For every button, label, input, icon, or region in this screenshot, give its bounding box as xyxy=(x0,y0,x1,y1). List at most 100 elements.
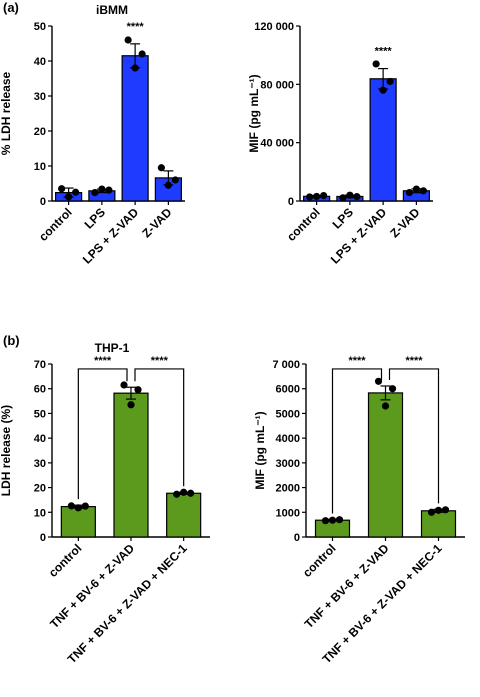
data-point xyxy=(386,77,394,86)
data-point xyxy=(306,193,314,201)
y-tick-label: 30 xyxy=(34,91,46,103)
data-point xyxy=(374,377,383,385)
y-tick-label: 30 xyxy=(34,458,46,470)
data-point xyxy=(74,504,82,512)
chart-title: iBMM xyxy=(96,3,128,17)
data-point xyxy=(173,490,181,498)
data-point xyxy=(321,517,330,525)
y-tick-label: 80 000 xyxy=(260,79,294,91)
data-point xyxy=(120,381,128,389)
data-point xyxy=(124,36,132,44)
data-point xyxy=(434,506,443,514)
data-point xyxy=(58,185,66,193)
y-axis-label: MIF (pg mL⁻¹) xyxy=(253,411,267,489)
y-tick-label: 60 xyxy=(34,384,46,396)
data-point xyxy=(381,402,390,410)
y-tick-label: 40 xyxy=(34,56,46,68)
y-tick-label: 6000 xyxy=(276,384,300,396)
data-point xyxy=(127,401,135,409)
x-tick-label: Z-VAD xyxy=(139,205,174,240)
data-point xyxy=(65,193,73,201)
x-tick-label: control xyxy=(300,541,339,580)
y-tick-label: 0 xyxy=(40,196,46,208)
y-tick-label: 50 xyxy=(34,21,46,33)
y-tick-label: 0 xyxy=(40,532,46,544)
panel-label-a: (a) xyxy=(3,0,19,15)
y-tick-label: 1000 xyxy=(276,507,300,519)
data-point xyxy=(187,489,195,497)
data-point xyxy=(105,186,113,194)
significance-label: **** xyxy=(127,21,145,33)
y-tick-label: 4000 xyxy=(276,433,300,445)
panel-label-b: (b) xyxy=(3,333,20,348)
bar xyxy=(420,510,457,538)
data-point xyxy=(346,191,354,199)
data-point xyxy=(131,64,139,72)
data-point xyxy=(157,164,165,172)
comparison-bracket xyxy=(134,368,185,487)
bar xyxy=(113,392,149,538)
data-point xyxy=(412,185,420,193)
y-tick-label: 70 xyxy=(34,359,46,371)
x-tick-label: control xyxy=(284,205,323,244)
bar xyxy=(369,78,397,202)
x-tick-label: LPS xyxy=(330,205,356,231)
data-point xyxy=(419,187,427,195)
data-point xyxy=(328,516,337,524)
data-point xyxy=(164,181,172,189)
y-tick-label: 7 000 xyxy=(272,359,300,371)
data-point xyxy=(98,185,106,193)
y-tick-label: 5000 xyxy=(276,408,300,420)
data-point xyxy=(441,506,450,514)
bar xyxy=(121,55,149,202)
y-tick-label: 50 xyxy=(34,408,46,420)
bar xyxy=(166,492,202,538)
y-tick-label: 3000 xyxy=(276,458,300,470)
y-tick-label: 10 xyxy=(34,507,46,519)
y-tick-label: 2000 xyxy=(276,483,300,495)
x-tick-label: Z-VAD xyxy=(387,205,422,240)
bar xyxy=(367,392,404,538)
y-axis-label: LDH release (%) xyxy=(0,405,13,496)
x-tick-label: control xyxy=(46,541,85,580)
bracket-label: **** xyxy=(151,355,169,367)
data-point xyxy=(138,50,146,58)
comparison-bracket xyxy=(331,368,383,514)
y-tick-label: 10 xyxy=(34,161,46,173)
bracket-label: **** xyxy=(405,355,423,367)
x-tick-label: LPS xyxy=(82,205,108,231)
bracket-label: **** xyxy=(94,355,112,367)
data-point xyxy=(313,192,321,201)
y-tick-label: 20 xyxy=(34,483,46,495)
data-point xyxy=(379,86,387,94)
y-tick-label: 120 000 xyxy=(254,21,294,33)
bracket-label: **** xyxy=(348,355,366,367)
data-point xyxy=(91,189,99,197)
data-point xyxy=(339,194,347,202)
y-tick-label: 0 xyxy=(294,532,300,544)
data-point xyxy=(171,176,179,184)
comparison-bracket xyxy=(77,368,128,500)
data-point xyxy=(134,386,142,394)
y-tick-label: 40 000 xyxy=(260,138,294,150)
y-tick-label: 0 xyxy=(288,196,294,208)
chart-ibmm-mif: MIF (pg mL⁻¹) 0 40 000 80 000 120 000 control… xyxy=(247,21,433,267)
data-point xyxy=(372,60,380,68)
y-axis-label: MIF (pg mL⁻¹) xyxy=(247,74,261,152)
x-tick-label: control xyxy=(36,205,75,244)
data-point xyxy=(180,488,188,496)
data-point xyxy=(353,193,361,201)
chart-thp1-ldh: THP-1 LDH release (%) 0 10 20 30 40 50 60 70 contr… xyxy=(0,341,210,666)
data-point xyxy=(388,385,397,393)
data-point xyxy=(405,188,413,197)
y-tick-label: 20 xyxy=(34,126,46,138)
data-point xyxy=(67,502,75,510)
significance-label: **** xyxy=(375,46,393,58)
data-point xyxy=(427,508,436,516)
data-point xyxy=(81,502,89,510)
data-point xyxy=(335,516,344,524)
comparison-bracket xyxy=(388,368,440,504)
y-tick-label: 40 xyxy=(34,433,46,445)
